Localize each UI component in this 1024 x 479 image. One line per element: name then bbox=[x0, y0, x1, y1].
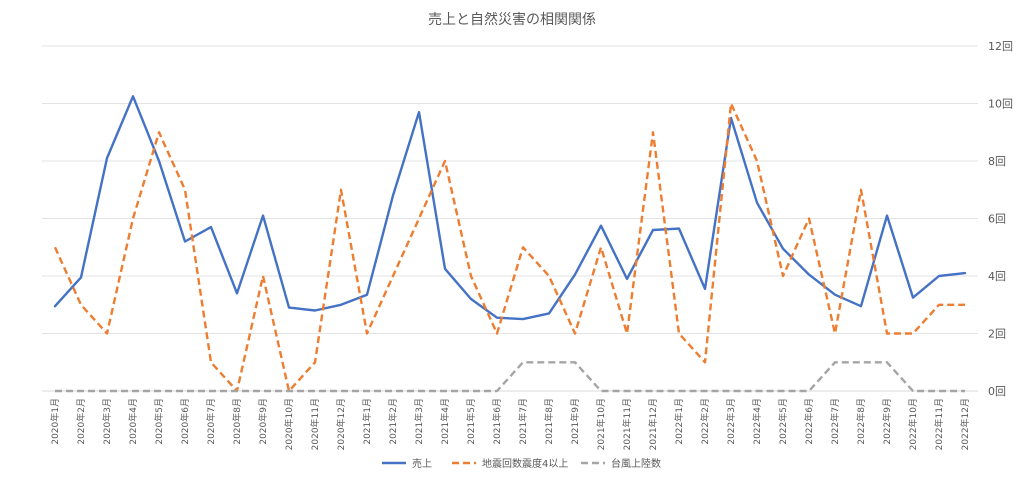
x-tick-label: 2022年5月 bbox=[777, 398, 789, 445]
x-tick-label: 2021年1月 bbox=[361, 398, 373, 445]
x-tick-label: 2020年6月 bbox=[179, 398, 191, 445]
y-tick-label: 6回 bbox=[988, 213, 1006, 226]
legend-label: 地震回数震度4以上 bbox=[482, 457, 568, 470]
series-line-2 bbox=[53, 102, 965, 393]
gridlines bbox=[42, 45, 978, 392]
x-tick-label: 2022年6月 bbox=[803, 398, 815, 445]
x-tick-label: 2022年9月 bbox=[881, 398, 893, 445]
series-line-3 bbox=[55, 361, 965, 393]
x-tick-label: 2022年12月 bbox=[959, 398, 971, 450]
x-tick-label: 2021年4月 bbox=[439, 398, 451, 445]
series-line-1 bbox=[53, 95, 967, 321]
x-tick-label: 2021年2月 bbox=[387, 398, 399, 445]
x-tick-label: 2021年6月 bbox=[491, 398, 503, 445]
x-axis-ticks: 2020年1月 2020年2月 2020年3月 2020年4月 2020年5月 2020年… bbox=[49, 398, 971, 450]
y-tick-label: 8回 bbox=[988, 155, 1006, 168]
x-tick-label: 2022年8月 bbox=[855, 398, 867, 445]
x-tick-label: 2021年7月 bbox=[517, 398, 529, 445]
x-tick-label: 2021年11月 bbox=[621, 398, 633, 450]
y-tick-label: 0回 bbox=[988, 385, 1006, 398]
x-tick-label: 2020年5月 bbox=[153, 398, 165, 445]
legend-label: 台風上陸数 bbox=[611, 457, 661, 470]
x-tick-label: 2021年9月 bbox=[569, 398, 581, 445]
y-tick-label: 12回 bbox=[988, 40, 1013, 53]
x-tick-label: 2020年2月 bbox=[75, 398, 87, 445]
x-tick-label: 2022年7月 bbox=[829, 398, 841, 445]
x-tick-label: 2020年3月 bbox=[101, 398, 113, 445]
x-tick-label: 2020年10月 bbox=[283, 398, 295, 450]
x-tick-label: 2020年9月 bbox=[257, 398, 269, 445]
x-tick-label: 2020年12月 bbox=[335, 398, 347, 450]
x-tick-label: 2021年5月 bbox=[465, 398, 477, 445]
y-tick-label: 10回 bbox=[988, 98, 1013, 111]
x-tick-label: 2022年11月 bbox=[933, 398, 945, 450]
x-tick-label: 2021年8月 bbox=[543, 398, 555, 445]
x-tick-label: 2020年8月 bbox=[231, 398, 243, 445]
x-tick-label: 2021年10月 bbox=[595, 398, 607, 450]
x-tick-label: 2022年4月 bbox=[751, 398, 763, 445]
x-tick-label: 2022年3月 bbox=[725, 398, 737, 445]
series-lines bbox=[53, 95, 967, 393]
y-axis-ticks: 0回 2回 4回 6回 8回 10回 12回 bbox=[988, 40, 1013, 398]
x-tick-label: 2021年12月 bbox=[647, 398, 659, 450]
x-tick-label: 2022年10月 bbox=[907, 398, 919, 450]
x-tick-label: 2021年3月 bbox=[413, 398, 425, 445]
x-tick-label: 2020年7月 bbox=[205, 398, 217, 445]
legend: 売上 地震回数震度4以上 台風上陸数 bbox=[382, 457, 661, 470]
y-tick-label: 2回 bbox=[988, 328, 1006, 341]
chart-title: 売上と自然災害の相関関係 bbox=[428, 11, 596, 28]
x-tick-label: 2020年1月 bbox=[49, 398, 61, 445]
x-tick-label: 2022年1月 bbox=[673, 398, 685, 445]
x-tick-label: 2022年2月 bbox=[699, 398, 711, 445]
x-tick-label: 2020年4月 bbox=[127, 398, 139, 445]
x-tick-label: 2020年11月 bbox=[309, 398, 321, 450]
legend-label: 売上 bbox=[412, 457, 432, 470]
y-tick-label: 4回 bbox=[988, 270, 1006, 283]
